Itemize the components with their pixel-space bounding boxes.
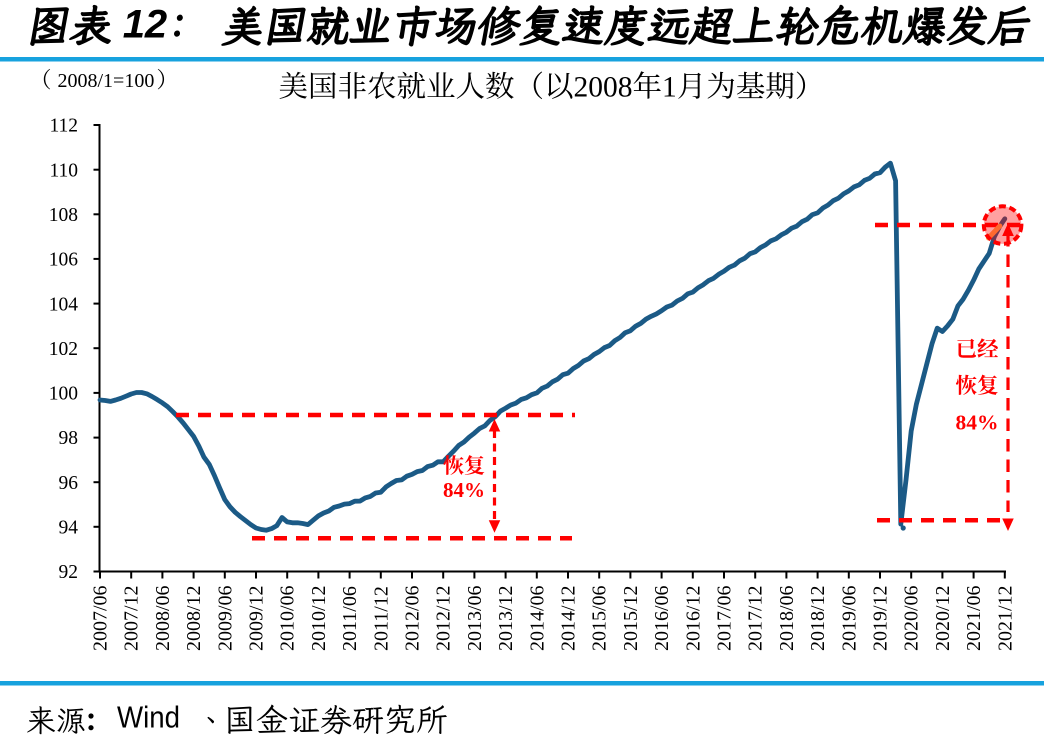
svg-text:84%: 84% bbox=[443, 478, 485, 502]
svg-text:2020/12: 2020/12 bbox=[932, 585, 954, 651]
svg-text:2020/06: 2020/06 bbox=[901, 585, 923, 651]
svg-text:2007/06: 2007/06 bbox=[90, 585, 112, 651]
svg-text:2010/06: 2010/06 bbox=[277, 585, 299, 651]
svg-text:2010/12: 2010/12 bbox=[308, 585, 330, 651]
svg-text:100: 100 bbox=[49, 384, 78, 405]
svg-text:2009/06: 2009/06 bbox=[214, 585, 236, 651]
svg-text:104: 104 bbox=[49, 294, 79, 315]
svg-text:2008/12: 2008/12 bbox=[183, 585, 205, 651]
svg-text:2009/12: 2009/12 bbox=[246, 585, 268, 651]
svg-text:2014/12: 2014/12 bbox=[558, 585, 580, 651]
svg-text:2017/06: 2017/06 bbox=[714, 585, 736, 651]
svg-text:2014/06: 2014/06 bbox=[526, 585, 548, 651]
svg-text:2008/1=100: 2008/1=100 bbox=[58, 70, 155, 92]
svg-text:84%: 84% bbox=[956, 411, 999, 435]
svg-text:Wind: Wind bbox=[117, 700, 180, 735]
svg-text:98: 98 bbox=[59, 428, 79, 449]
svg-text:2021/12: 2021/12 bbox=[994, 585, 1016, 651]
svg-text:2017/12: 2017/12 bbox=[745, 585, 767, 651]
svg-text:96: 96 bbox=[59, 473, 79, 494]
svg-text:2021/06: 2021/06 bbox=[963, 585, 985, 651]
svg-text:2013/12: 2013/12 bbox=[495, 585, 517, 651]
svg-text:2008/06: 2008/06 bbox=[152, 585, 174, 651]
svg-text:92: 92 bbox=[59, 562, 79, 583]
svg-text:108: 108 bbox=[49, 205, 78, 226]
svg-text:2015/06: 2015/06 bbox=[589, 585, 611, 651]
svg-text:1: 1 bbox=[662, 72, 677, 104]
svg-text:2019/06: 2019/06 bbox=[838, 585, 860, 651]
svg-text:106: 106 bbox=[49, 250, 79, 271]
svg-text:2019/12: 2019/12 bbox=[870, 585, 892, 651]
svg-text:2013/06: 2013/06 bbox=[464, 585, 486, 651]
svg-text:2012/06: 2012/06 bbox=[402, 585, 424, 651]
svg-text:102: 102 bbox=[49, 339, 78, 360]
svg-text:94: 94 bbox=[59, 518, 79, 539]
svg-text:2018/06: 2018/06 bbox=[776, 585, 798, 651]
svg-text:2018/12: 2018/12 bbox=[807, 585, 829, 651]
svg-text:2008: 2008 bbox=[574, 72, 633, 104]
svg-text:2015/12: 2015/12 bbox=[620, 585, 642, 651]
svg-text:2012/12: 2012/12 bbox=[433, 585, 455, 651]
svg-text:110: 110 bbox=[49, 160, 78, 181]
svg-text:2011/06: 2011/06 bbox=[339, 586, 361, 651]
svg-text:2007/12: 2007/12 bbox=[121, 585, 143, 651]
svg-text:2016/12: 2016/12 bbox=[682, 585, 704, 651]
svg-text:2011/12: 2011/12 bbox=[370, 586, 392, 651]
svg-text:2016/06: 2016/06 bbox=[651, 585, 673, 651]
svg-text:112: 112 bbox=[49, 116, 78, 137]
svg-text:12: 12 bbox=[123, 3, 168, 47]
